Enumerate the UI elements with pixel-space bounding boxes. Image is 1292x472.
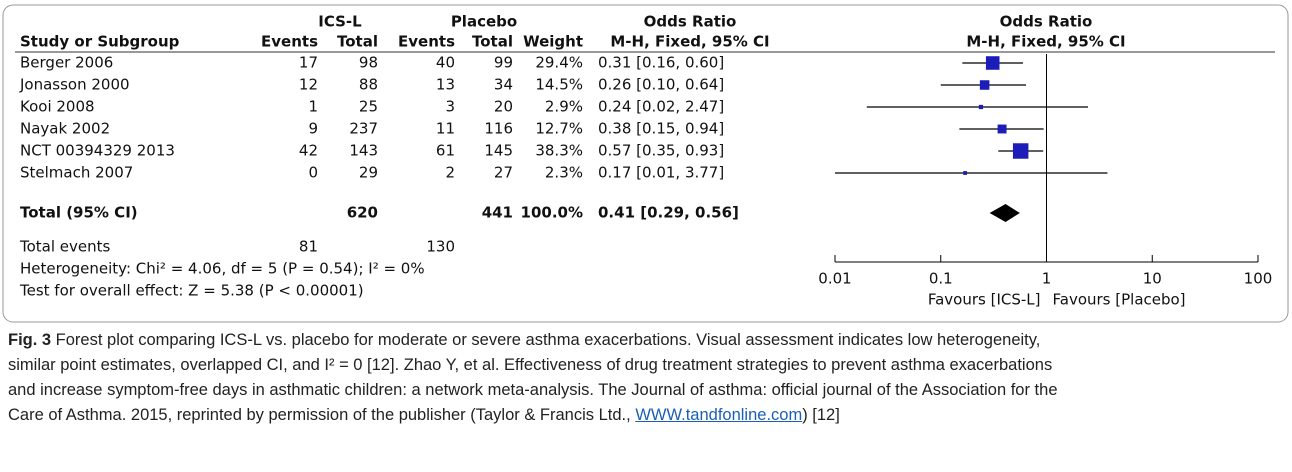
table-cell: NCT 00394329 2013 bbox=[20, 142, 175, 160]
table-cell: 38.3% bbox=[535, 142, 583, 160]
x-tick-label: 0.01 bbox=[818, 270, 851, 288]
table-cell: 12 bbox=[299, 76, 318, 94]
point-estimate bbox=[997, 124, 1007, 134]
caption-label: Fig. 3 bbox=[8, 331, 52, 349]
x-tick-label: 100 bbox=[1244, 270, 1273, 288]
table-cell: 2 bbox=[445, 164, 455, 182]
total-events-cell: 130 bbox=[426, 238, 455, 256]
table-cell: 0 bbox=[308, 164, 318, 182]
favours-left: Favours [ICS-L] bbox=[928, 291, 1041, 309]
point-estimate bbox=[963, 171, 968, 175]
table-cell: 12.7% bbox=[535, 120, 583, 138]
table-cell: 0.31 [0.16, 0.60] bbox=[598, 54, 724, 72]
total-cell: 441 bbox=[482, 204, 513, 222]
caption-text: Forest plot comparing ICS-L vs. placebo … bbox=[51, 331, 1041, 349]
caption-line: Fig. 3 Forest plot comparing ICS-L vs. p… bbox=[8, 328, 1288, 353]
favours-right: Favours [Placebo] bbox=[1053, 291, 1186, 309]
table-cell: 0.57 [0.35, 0.93] bbox=[598, 142, 724, 160]
group-header: Odds Ratio bbox=[644, 13, 737, 31]
forest-plot: ICS-L Placebo Odds Ratio Odds Ratio Study or… bbox=[2, 4, 1289, 323]
table-cell: 40 bbox=[436, 54, 455, 72]
table-cell: 61 bbox=[436, 142, 455, 160]
total-events-cell: Total events bbox=[19, 238, 111, 256]
table-cell: 17 bbox=[299, 54, 318, 72]
column-header: M-H, Fixed, 95% CI bbox=[966, 33, 1125, 51]
column-header: Events bbox=[398, 33, 455, 51]
table-cell: 145 bbox=[484, 142, 513, 160]
x-tick-label: 1 bbox=[1042, 270, 1052, 288]
table-cell: 9 bbox=[308, 120, 318, 138]
x-tick-label: 10 bbox=[1143, 270, 1162, 288]
table-cell: 2.9% bbox=[545, 98, 583, 116]
column-header: Events bbox=[261, 33, 318, 51]
total-diamond bbox=[989, 204, 1020, 222]
total-cell: Total (95% CI) bbox=[20, 204, 138, 222]
table-cell: 29.4% bbox=[535, 54, 583, 72]
table-cell: 29 bbox=[359, 164, 378, 182]
table-cell: 0.38 [0.15, 0.94] bbox=[598, 120, 724, 138]
group-header: Placebo bbox=[451, 13, 517, 31]
table-cell: 20 bbox=[494, 98, 513, 116]
caption-line: and increase symptom-free days in asthma… bbox=[8, 381, 1058, 399]
caption: Fig. 3 Forest plot comparing ICS-L vs. p… bbox=[8, 328, 1288, 428]
table-cell: Nayak 2002 bbox=[20, 120, 110, 138]
heterogeneity: Heterogeneity: Chi² = 4.06, df = 5 (P = … bbox=[20, 260, 425, 278]
column-header: M-H, Fixed, 95% CI bbox=[610, 33, 769, 51]
table-cell: 237 bbox=[349, 120, 378, 138]
table-cell: Berger 2006 bbox=[20, 54, 113, 72]
table-cell: 3 bbox=[445, 98, 455, 116]
table-cell: 25 bbox=[359, 98, 378, 116]
table-cell: 0.24 [0.02, 2.47] bbox=[598, 98, 724, 116]
caption-line: Care of Asthma. 2015, reprinted by permi… bbox=[8, 403, 1288, 428]
caption-text: Care of Asthma. 2015, reprinted by permi… bbox=[8, 406, 636, 424]
table-cell: 14.5% bbox=[535, 76, 583, 94]
point-estimate bbox=[1012, 143, 1029, 159]
total-cell: 620 bbox=[347, 204, 378, 222]
table-cell: 0.26 [0.10, 0.64] bbox=[598, 76, 724, 94]
column-header: Total bbox=[337, 33, 378, 51]
x-tick-label: 0.1 bbox=[929, 270, 953, 288]
table-cell: 27 bbox=[494, 164, 513, 182]
column-header: Study or Subgroup bbox=[20, 33, 180, 51]
table-cell: Kooi 2008 bbox=[20, 98, 95, 116]
point-estimate bbox=[978, 104, 984, 110]
table-cell: 88 bbox=[359, 76, 378, 94]
table-cell: 116 bbox=[484, 120, 513, 138]
table-cell: 11 bbox=[436, 120, 455, 138]
table-cell: 34 bbox=[494, 76, 513, 94]
table-cell: 98 bbox=[359, 54, 378, 72]
table-cell: 99 bbox=[494, 54, 513, 72]
total-cell: 100.0% bbox=[521, 204, 583, 222]
total-events-cell: 81 bbox=[299, 238, 318, 256]
table-cell: Stelmach 2007 bbox=[20, 164, 133, 182]
figure-frame bbox=[2, 4, 1289, 323]
overall-effect: Test for overall effect: Z = 5.38 (P < 0… bbox=[19, 282, 364, 300]
column-header: Total bbox=[472, 33, 513, 51]
table-cell: 2.3% bbox=[545, 164, 583, 182]
point-estimate bbox=[979, 80, 990, 90]
point-estimate bbox=[985, 56, 1000, 70]
table-cell: Jonasson 2000 bbox=[19, 76, 130, 94]
table-cell: 143 bbox=[349, 142, 378, 160]
table-cell: 1 bbox=[308, 98, 318, 116]
caption-text: ) [12] bbox=[802, 406, 840, 424]
group-header: ICS-L bbox=[318, 13, 362, 31]
caption-line: similar point estimates, overlapped CI, … bbox=[8, 356, 1053, 374]
table-cell: 0.17 [0.01, 3.77] bbox=[598, 164, 724, 182]
table-cell: 42 bbox=[299, 142, 318, 160]
group-header: Odds Ratio bbox=[1000, 13, 1093, 31]
table-cell: 13 bbox=[436, 76, 455, 94]
total-cell: 0.41 [0.29, 0.56] bbox=[598, 204, 739, 222]
column-header: Weight bbox=[523, 33, 583, 51]
caption-link[interactable]: WWW.tandfonline.com bbox=[635, 406, 803, 424]
